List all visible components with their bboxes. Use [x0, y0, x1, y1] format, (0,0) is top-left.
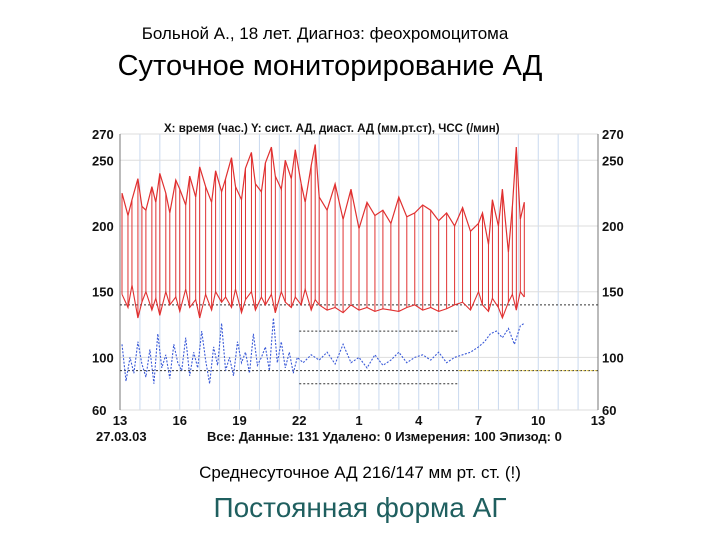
x-tick-label: 22 [292, 413, 306, 428]
x-tick-label: 7 [475, 413, 482, 428]
y-tick-label-right: 60 [602, 403, 616, 418]
y-tick-label-left: 100 [92, 350, 114, 365]
x-tick-label: 16 [173, 413, 187, 428]
chart-stats-label: Все: Данные: 131 Удалено: 0 Измерения: 1… [207, 429, 562, 444]
x-tick-label: 4 [415, 413, 423, 428]
y-tick-label-left: 150 [92, 285, 114, 300]
y-tick-label-right: 100 [602, 350, 624, 365]
x-tick-label: 13 [113, 413, 127, 428]
y-tick-label-left: 250 [92, 153, 114, 168]
chart-date-label: 27.03.03 [96, 429, 147, 444]
mean-bp-note: Среднесуточное АД 216/147 мм рт. ст. (!) [199, 463, 521, 482]
y-tick-label-right: 250 [602, 153, 624, 168]
heart-rate-line [121, 317, 525, 384]
abpm-chart: 270 270 250 250 200 200 150 150 100 100 60 60 13 16 19… [90, 112, 630, 452]
x-tick-label: 10 [531, 413, 545, 428]
chart-header: X: время (час.) Y: сист. АД, диаст. АД (… [164, 123, 500, 135]
y-tick-label-left: 60 [92, 403, 106, 418]
threshold-lines [120, 304, 598, 385]
slide-title: Суточное мониторирование АД [117, 50, 543, 82]
y-tick-label-right: 200 [602, 219, 624, 234]
x-tick-label: 1 [355, 413, 362, 428]
x-tick-label: 19 [232, 413, 246, 428]
systolic-line [121, 144, 525, 253]
y-tick-label-left: 200 [92, 219, 114, 234]
y-tick-label-left: 270 [92, 127, 114, 142]
y-tick-label-right: 150 [602, 285, 624, 300]
x-tick-label: 13 [591, 413, 605, 428]
y-tick-label-right: 270 [602, 127, 624, 142]
series-group [121, 144, 525, 384]
diastolic-line [121, 285, 525, 320]
patient-caption: Больной А., 18 лет. Диагноз: феохромоцит… [141, 24, 509, 43]
conclusion-heading: Постоянная форма АГ [213, 492, 507, 523]
